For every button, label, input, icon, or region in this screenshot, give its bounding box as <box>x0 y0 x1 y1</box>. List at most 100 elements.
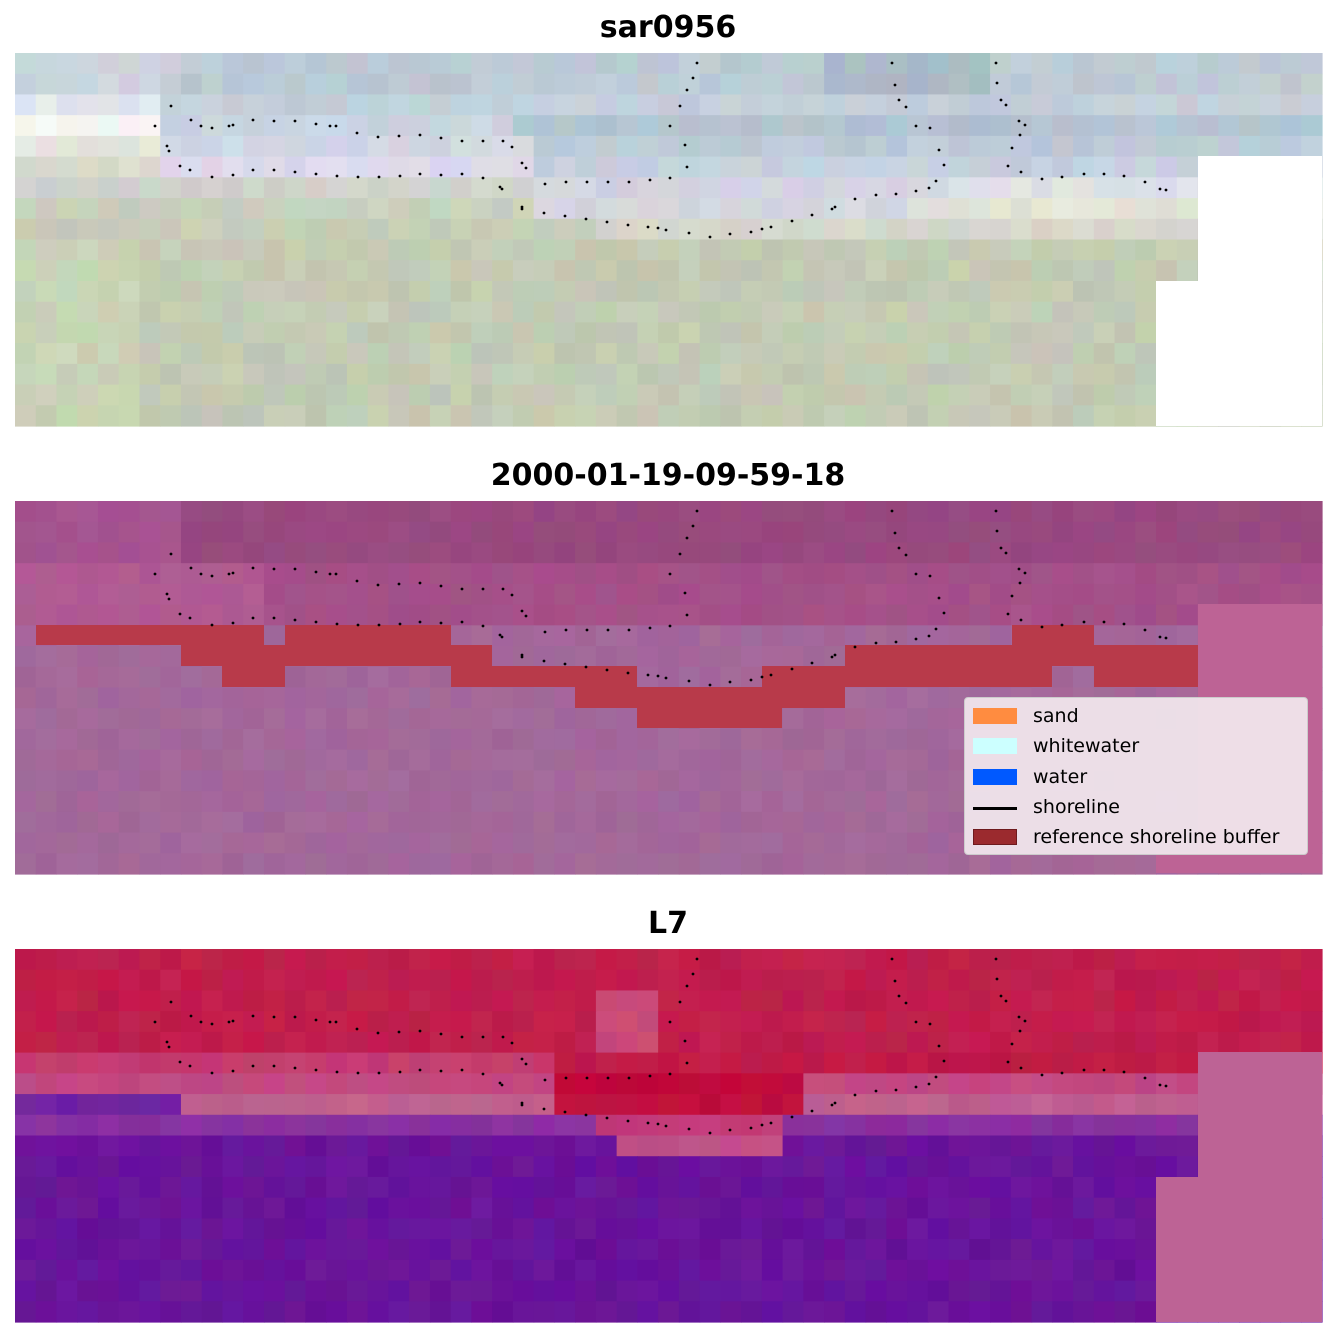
index-pixel <box>720 1259 742 1282</box>
index-pixel <box>595 1176 618 1199</box>
class-pixel <box>616 604 638 626</box>
shoreline-point <box>904 1001 908 1005</box>
class-pixel <box>1114 521 1136 544</box>
rgb-pixel <box>886 218 908 241</box>
class-pixel <box>35 811 58 834</box>
class-pixel <box>367 521 390 544</box>
class-pixel <box>824 853 846 875</box>
rgb-pixel <box>803 239 825 261</box>
index-pixel <box>35 1239 58 1261</box>
rgb-pixel <box>367 239 390 261</box>
index-pixel <box>1239 969 1261 992</box>
class-pixel <box>160 501 182 523</box>
shoreline-point <box>210 574 214 578</box>
rgb-pixel <box>1176 218 1199 241</box>
index-pixel <box>222 969 244 992</box>
rgb-pixel <box>927 343 950 365</box>
class-pixel <box>409 604 431 626</box>
index-pixel <box>720 1239 742 1261</box>
class-pixel <box>699 770 721 792</box>
index-pixel <box>533 1239 555 1261</box>
index-pixel <box>56 969 78 992</box>
class-pixel <box>305 811 327 834</box>
class-pixel <box>305 853 327 875</box>
shoreline-point <box>1060 623 1064 627</box>
class-pixel <box>1218 521 1240 544</box>
index-pixel <box>1176 1135 1199 1157</box>
index-pixel <box>990 969 1012 992</box>
index-pixel <box>575 949 597 971</box>
class-pixel <box>575 563 597 585</box>
class-pixel <box>492 604 514 626</box>
class-pixel <box>616 832 638 854</box>
class-pixel <box>1010 563 1033 585</box>
class-pixel <box>77 604 99 626</box>
index-pixel <box>927 1114 950 1137</box>
rgb-pixel <box>678 384 701 406</box>
rgb-pixel <box>741 73 763 96</box>
shoreline-point <box>994 509 998 513</box>
index-pixel <box>699 1301 721 1323</box>
class-pixel <box>720 604 742 626</box>
class-pixel <box>35 832 58 854</box>
class-pixel <box>201 811 224 834</box>
rgb-pixel <box>471 343 493 365</box>
rgb-pixel <box>1031 384 1053 406</box>
rgb-pixel <box>616 94 638 116</box>
rgb-pixel <box>886 115 908 137</box>
index-pixel <box>948 1301 970 1323</box>
index-pixel <box>471 1280 493 1302</box>
shoreline-point <box>460 587 464 591</box>
shoreline-point <box>520 609 524 613</box>
shoreline-point <box>481 1035 485 1039</box>
index-pixel <box>844 1280 867 1302</box>
rgb-pixel <box>388 239 410 261</box>
rgb-pixel <box>492 73 514 96</box>
index-pixel <box>1010 1011 1033 1033</box>
rgb-pixel <box>844 94 867 116</box>
class-pixel <box>741 853 763 875</box>
index-pixel <box>1031 969 1053 992</box>
rgb-pixel <box>35 301 58 323</box>
class-pixel <box>844 791 867 813</box>
shoreline-point <box>760 1123 764 1127</box>
class-pixel <box>1114 625 1136 647</box>
class-pixel <box>429 708 452 730</box>
shoreline-point <box>153 124 157 128</box>
rgb-pixel <box>927 156 950 178</box>
index-pixel <box>1010 1114 1033 1137</box>
index-pixel <box>824 1301 846 1323</box>
index-pixel <box>844 1197 867 1219</box>
index-pixel <box>886 1094 908 1116</box>
class-pixel <box>824 625 846 647</box>
index-pixel <box>263 1176 286 1199</box>
class-pixel <box>97 687 120 709</box>
shoreline-point <box>853 645 857 649</box>
index-pixel <box>907 1239 929 1261</box>
rgb-pixel <box>160 363 182 386</box>
index-pixel <box>699 1011 721 1033</box>
index-pixel <box>1010 1218 1033 1240</box>
rgb-pixel <box>15 94 37 116</box>
index-pixel <box>637 1031 659 1054</box>
rgb-pixel <box>284 384 307 406</box>
rgb-pixel <box>429 280 452 303</box>
rgb-pixel <box>1073 280 1095 303</box>
class-pixel <box>969 853 991 875</box>
rgb-pixel <box>326 280 348 303</box>
index-pixel <box>720 1052 742 1074</box>
index-pixel <box>907 1011 929 1033</box>
rgb-pixel <box>1052 198 1074 220</box>
index-pixel <box>844 990 867 1012</box>
legend-label: sand <box>1033 705 1079 727</box>
rgb-pixel <box>761 53 784 75</box>
class-pixel <box>326 583 348 606</box>
index-pixel <box>1114 990 1136 1012</box>
shoreline-point <box>328 124 332 128</box>
class-pixel <box>1031 501 1053 523</box>
shoreline-point <box>1082 620 1086 624</box>
index-pixel <box>15 1114 37 1137</box>
rgb-pixel <box>803 343 825 365</box>
shoreline-point <box>656 226 660 230</box>
index-pixel <box>367 1218 390 1240</box>
